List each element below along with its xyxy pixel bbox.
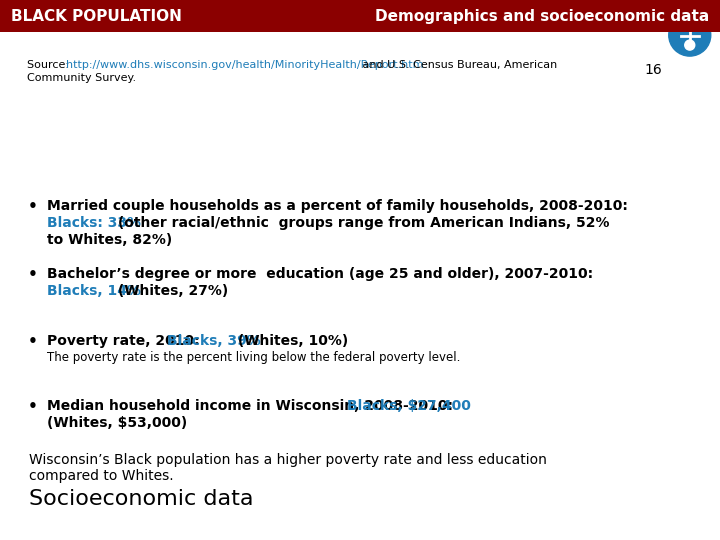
- Text: Married couple households as a percent of family households, 2008-2010:: Married couple households as a percent o…: [47, 199, 628, 213]
- Text: (other racial/ethnic  groups range from American Indians, 52%: (other racial/ethnic groups range from A…: [113, 215, 609, 230]
- Text: BLACK POPULATION: BLACK POPULATION: [11, 9, 181, 24]
- Text: 16: 16: [644, 64, 662, 77]
- Text: Poverty rate, 2010:: Poverty rate, 2010:: [47, 334, 204, 348]
- Circle shape: [685, 40, 695, 50]
- Circle shape: [669, 14, 711, 56]
- Text: (Whites, $53,000): (Whites, $53,000): [47, 415, 187, 429]
- Text: •: •: [27, 199, 37, 214]
- Text: Blacks, 14%: Blacks, 14%: [47, 284, 141, 298]
- Text: Median household income in Wisconsin, 2008-2010:: Median household income in Wisconsin, 20…: [47, 399, 462, 413]
- Text: Blacks, 39%: Blacks, 39%: [167, 334, 261, 348]
- Text: Blacks, $27,400: Blacks, $27,400: [347, 399, 471, 413]
- Text: •: •: [27, 334, 37, 349]
- Text: Wisconsin’s Black population has a higher poverty rate and less education
compar: Wisconsin’s Black population has a highe…: [29, 453, 546, 483]
- Text: to Whites, 82%): to Whites, 82%): [47, 233, 172, 247]
- Text: •: •: [27, 267, 37, 282]
- Text: Blacks: 33%: Blacks: 33%: [47, 215, 141, 230]
- Text: http://www.dhs.wisconsin.gov/health/MinorityHealth/Report.htm: http://www.dhs.wisconsin.gov/health/Mino…: [66, 60, 423, 71]
- Text: (Whites, 10%): (Whites, 10%): [233, 334, 348, 348]
- Text: Bachelor’s degree or more  education (age 25 and older), 2007-2010:: Bachelor’s degree or more education (age…: [47, 267, 593, 281]
- Text: Socioeconomic data: Socioeconomic data: [29, 489, 253, 509]
- Text: Community Survey.: Community Survey.: [27, 73, 137, 84]
- Text: Demographics and socioeconomic data: Demographics and socioeconomic data: [375, 9, 709, 24]
- Text: Source:: Source:: [27, 60, 73, 71]
- Text: and U.S. Census Bureau, American: and U.S. Census Bureau, American: [359, 60, 557, 71]
- Text: The poverty rate is the percent living below the federal poverty level.: The poverty rate is the percent living b…: [47, 350, 460, 364]
- Text: •: •: [27, 399, 37, 414]
- Text: (Whites, 27%): (Whites, 27%): [113, 284, 228, 298]
